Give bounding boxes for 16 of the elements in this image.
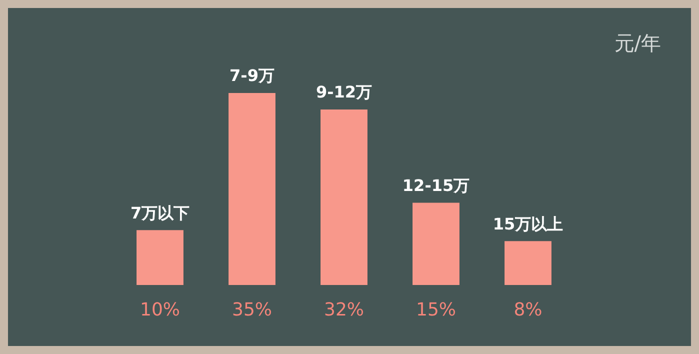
- x-tick-label: 12-15万: [402, 176, 470, 195]
- bar: [412, 202, 460, 285]
- bar: [504, 241, 552, 285]
- bar: [136, 230, 184, 285]
- text: 元/年: [614, 30, 661, 57]
- bar: [320, 109, 368, 285]
- x-tick-label: 9-12万: [316, 82, 372, 102]
- data-label: 35%: [232, 300, 272, 321]
- data-label: 15%: [416, 300, 456, 321]
- bar: [228, 93, 276, 285]
- x-tick-label: 15万以上: [492, 214, 564, 234]
- x-tick-label: 7-9万: [230, 66, 274, 86]
- data-label: 10%: [140, 300, 180, 321]
- data-label: 8%: [514, 300, 542, 321]
- data-label: 32%: [324, 300, 364, 321]
- x-tick-label: 7万以下: [130, 203, 190, 222]
